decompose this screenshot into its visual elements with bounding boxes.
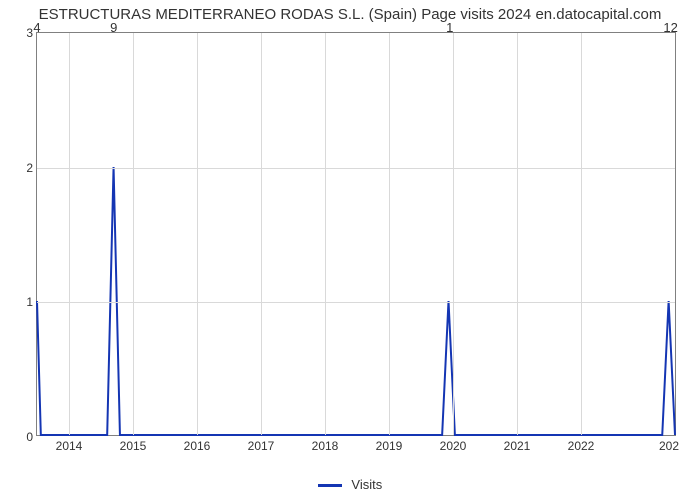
chart-title: ESTRUCTURAS MEDITERRANEO RODAS S.L. (Spa… bbox=[0, 6, 700, 23]
y-tick-label: 3 bbox=[13, 26, 33, 40]
gridline-v bbox=[453, 33, 454, 435]
y-tick-label: 1 bbox=[13, 295, 33, 309]
plot-area: 0123201420152016201720182019202020212022… bbox=[36, 32, 676, 436]
legend-swatch bbox=[318, 484, 342, 487]
x-tick-label: 2019 bbox=[376, 439, 403, 453]
x-tick-label: 2020 bbox=[440, 439, 467, 453]
x-tick-label: 2017 bbox=[248, 439, 275, 453]
gridline-v bbox=[389, 33, 390, 435]
x-tick-label: 2021 bbox=[504, 439, 531, 453]
x-tick-label: 2015 bbox=[120, 439, 147, 453]
y-tick-label: 0 bbox=[13, 430, 33, 444]
x-tick-label-partial: 202 bbox=[659, 439, 679, 453]
x-tick-label: 2022 bbox=[568, 439, 595, 453]
gridline-v bbox=[261, 33, 262, 435]
x-tick-label: 2016 bbox=[184, 439, 211, 453]
chart-container: ESTRUCTURAS MEDITERRANEO RODAS S.L. (Spa… bbox=[0, 0, 700, 500]
legend-label: Visits bbox=[351, 477, 382, 492]
legend: Visits bbox=[0, 477, 700, 492]
value-label: 9 bbox=[110, 20, 117, 35]
value-label: 12 bbox=[663, 20, 677, 35]
x-tick-label: 2018 bbox=[312, 439, 339, 453]
value-label: 4 bbox=[33, 20, 40, 35]
y-tick-label: 2 bbox=[13, 161, 33, 175]
gridline-v bbox=[581, 33, 582, 435]
x-tick-label: 2014 bbox=[56, 439, 83, 453]
gridline-v bbox=[517, 33, 518, 435]
value-label: 1 bbox=[446, 20, 453, 35]
gridline-v bbox=[69, 33, 70, 435]
gridline-v bbox=[197, 33, 198, 435]
gridline-v bbox=[325, 33, 326, 435]
gridline-v bbox=[133, 33, 134, 435]
